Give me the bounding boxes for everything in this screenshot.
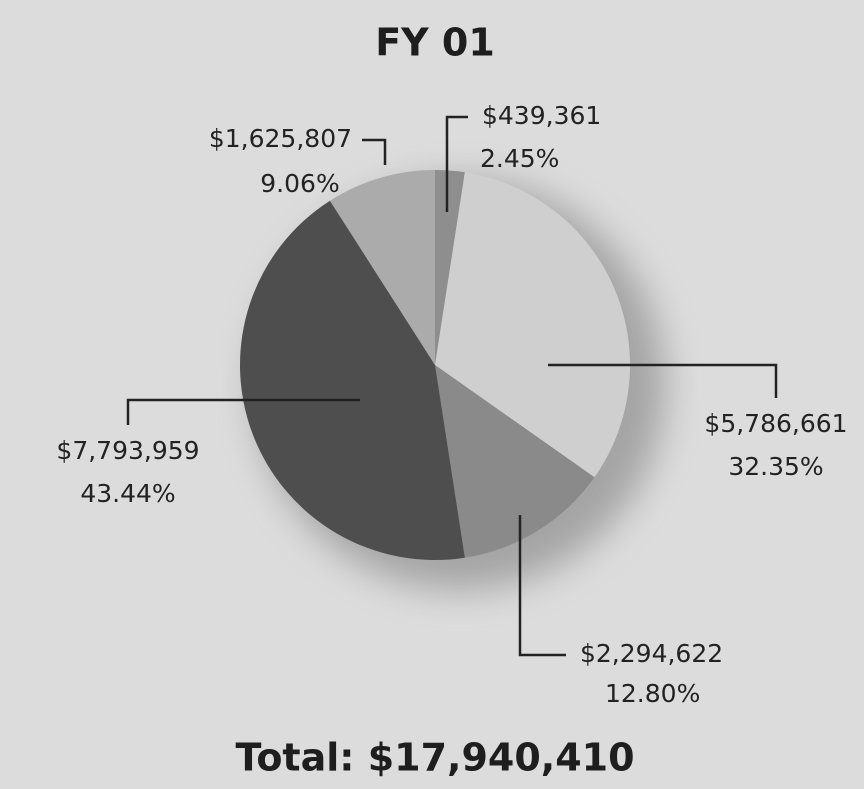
leader-line: [548, 363, 778, 398]
amount-label: $1,625,807: [209, 124, 352, 153]
pie-slice: [329, 170, 435, 365]
chart-title: FY 01: [375, 21, 495, 65]
leader-line: [126, 398, 360, 425]
percent-label: 32.35%: [728, 452, 823, 481]
amount-label: $2,294,622: [580, 639, 723, 668]
amount-label: $7,793,959: [56, 436, 199, 465]
percent-label: 2.45%: [480, 144, 559, 173]
amount-label: $439,361: [482, 101, 601, 130]
leader-line: [362, 138, 387, 165]
percent-label: 9.06%: [260, 169, 339, 198]
pie-slice: [435, 365, 595, 558]
leader-line: [518, 515, 566, 657]
leader-line: [445, 115, 468, 212]
amount-label: $5,786,661: [704, 409, 847, 438]
pie-slice: [239, 200, 465, 561]
percent-label: 12.80%: [605, 679, 700, 708]
total-label: Total: $17,940,410: [235, 736, 634, 780]
percent-label: 43.44%: [80, 479, 175, 508]
pie-slice: [435, 172, 630, 478]
pie-slice: [435, 170, 465, 365]
